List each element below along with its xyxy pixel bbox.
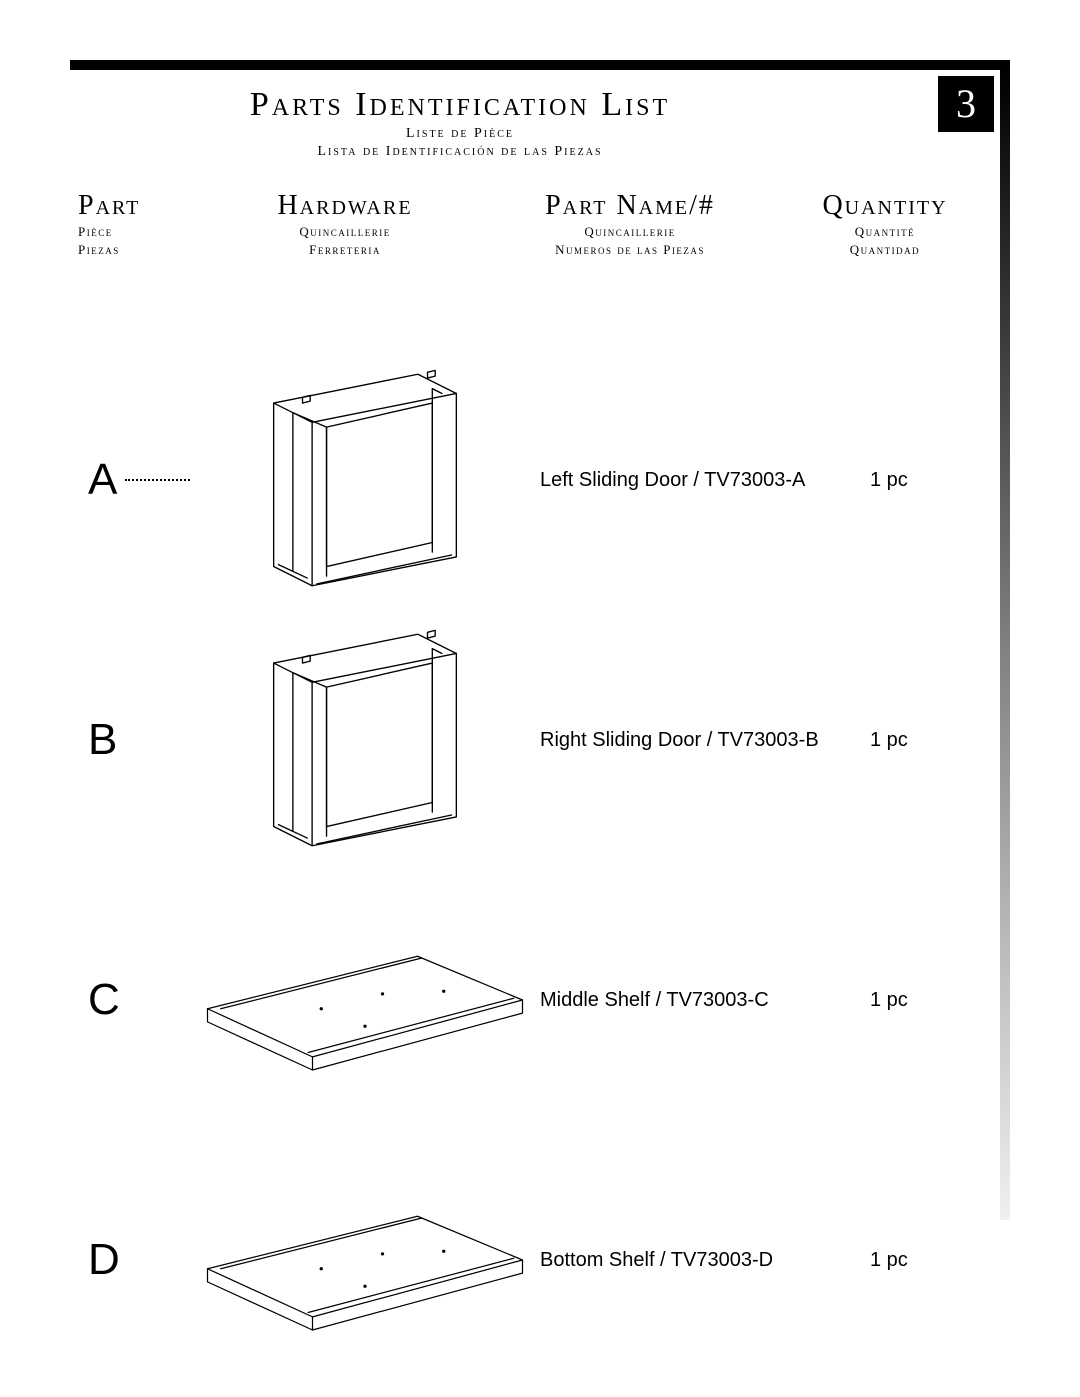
col-quantity-main: Quantity	[800, 190, 970, 222]
part-letter: C	[70, 975, 190, 1025]
page-title-fr: Liste de Pièce	[70, 126, 850, 142]
door-icon	[235, 355, 495, 605]
col-part-sub2: Piezas	[78, 242, 230, 258]
page: 3 Parts Identification List Liste de Piè…	[0, 0, 1080, 1397]
col-partname: Part Name/# Quincaillerie Numeros de las…	[460, 190, 800, 258]
title-block: Parts Identification List Liste de Pièce…	[70, 86, 850, 160]
col-part: Part Pièce Piezas	[70, 190, 230, 258]
part-row: B Right Sliding Door / TV73003-B1 pc	[70, 610, 970, 870]
column-headers: Part Pièce Piezas Hardware Quincaillerie…	[70, 190, 970, 258]
page-number: 3	[938, 76, 994, 132]
col-partname-main: Part Name/#	[460, 190, 800, 222]
part-letter-text: A	[88, 455, 117, 505]
part-name: Middle Shelf / TV73003-C	[540, 989, 850, 1012]
page-title: Parts Identification List	[70, 86, 850, 124]
part-illustration	[190, 355, 540, 605]
part-letter: B	[70, 715, 190, 765]
part-letter: A	[70, 455, 190, 505]
part-quantity: 1 pc	[850, 1249, 970, 1272]
col-hardware: Hardware Quincaillerie Ferreteria	[230, 190, 460, 258]
part-row: A Left Sliding Door / TV73003-A1 pc	[70, 350, 970, 610]
col-hardware-sub2: Ferreteria	[230, 242, 460, 258]
col-hardware-sub1: Quincaillerie	[230, 224, 460, 240]
shelf-icon	[190, 890, 540, 1110]
shelf-icon	[190, 1150, 540, 1370]
part-row: D Bottom Shelf / TV73003-D1 pc	[70, 1130, 970, 1390]
col-partname-sub2: Numeros de las Piezas	[460, 242, 800, 258]
page-title-es: Lista de Identificación de las Piezas	[70, 144, 850, 160]
right-gradient-bar	[1000, 70, 1010, 1220]
part-name: Left Sliding Door / TV73003-A	[540, 469, 850, 492]
part-illustration	[190, 1150, 540, 1370]
part-letter-text: C	[88, 975, 120, 1025]
col-hardware-main: Hardware	[230, 190, 460, 222]
part-illustration	[190, 890, 540, 1110]
col-quantity-sub1: Quantité	[800, 224, 970, 240]
part-quantity: 1 pc	[850, 989, 970, 1012]
part-quantity: 1 pc	[850, 469, 970, 492]
leader-dots	[125, 479, 190, 481]
part-letter-text: B	[88, 715, 117, 765]
part-name: Bottom Shelf / TV73003-D	[540, 1249, 850, 1272]
part-letter-text: D	[88, 1235, 120, 1285]
parts-list: ALeft Sliding Door / TV73003-A1 pcBRight…	[70, 350, 970, 1390]
part-quantity: 1 pc	[850, 729, 970, 752]
part-illustration	[190, 615, 540, 865]
part-letter: D	[70, 1235, 190, 1285]
part-name: Right Sliding Door / TV73003-B	[540, 729, 850, 752]
col-quantity-sub2: Quantidad	[800, 242, 970, 258]
door-icon	[235, 615, 495, 865]
top-border-bar	[70, 60, 1010, 70]
col-part-main: Part	[78, 190, 230, 222]
col-part-sub1: Pièce	[78, 224, 230, 240]
part-row: C Middle Shelf / TV73003-C1 pc	[70, 870, 970, 1130]
col-quantity: Quantity Quantité Quantidad	[800, 190, 970, 258]
col-partname-sub1: Quincaillerie	[460, 224, 800, 240]
